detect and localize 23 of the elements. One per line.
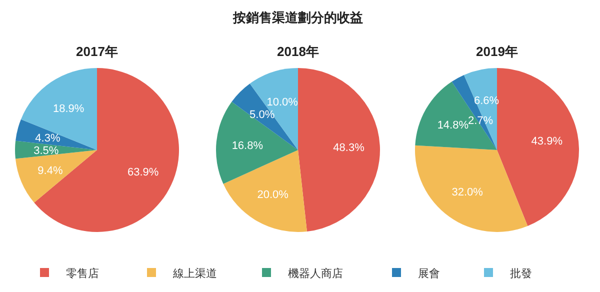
- legend-label: 零售店: [66, 267, 99, 280]
- data-label: 3.5%: [34, 144, 59, 157]
- data-label: 63.9%: [127, 166, 159, 178]
- legend-label: 展會: [418, 267, 440, 280]
- chart-title: 按銷售渠道劃分的收益: [232, 10, 363, 25]
- chart-subtitle: 2019年: [476, 44, 518, 59]
- legend-label: 機器人商店: [288, 267, 343, 280]
- chart-subtitle: 2017年: [76, 44, 118, 59]
- chart-subtitle: 2018年: [277, 44, 319, 59]
- data-label: 18.9%: [52, 102, 84, 115]
- data-label: 43.9%: [531, 135, 563, 148]
- data-label: 2.7%: [468, 114, 494, 127]
- data-label: 9.4%: [38, 164, 63, 177]
- data-label: 14.8%: [437, 120, 469, 132]
- data-label: 4.3%: [35, 132, 60, 145]
- data-label: 5.0%: [250, 109, 275, 122]
- data-label: 16.8%: [232, 140, 264, 152]
- legend-label: 線上渠道: [172, 267, 217, 280]
- data-label: 10.0%: [266, 96, 298, 109]
- data-label: 48.3%: [333, 142, 365, 154]
- data-label: 32.0%: [452, 186, 484, 198]
- data-label: 20.0%: [257, 189, 289, 202]
- legend-label: 批發: [510, 268, 532, 280]
